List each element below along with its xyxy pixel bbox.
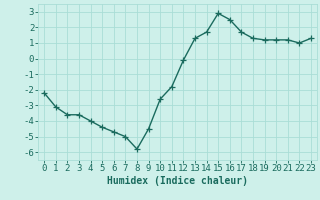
X-axis label: Humidex (Indice chaleur): Humidex (Indice chaleur) — [107, 176, 248, 186]
